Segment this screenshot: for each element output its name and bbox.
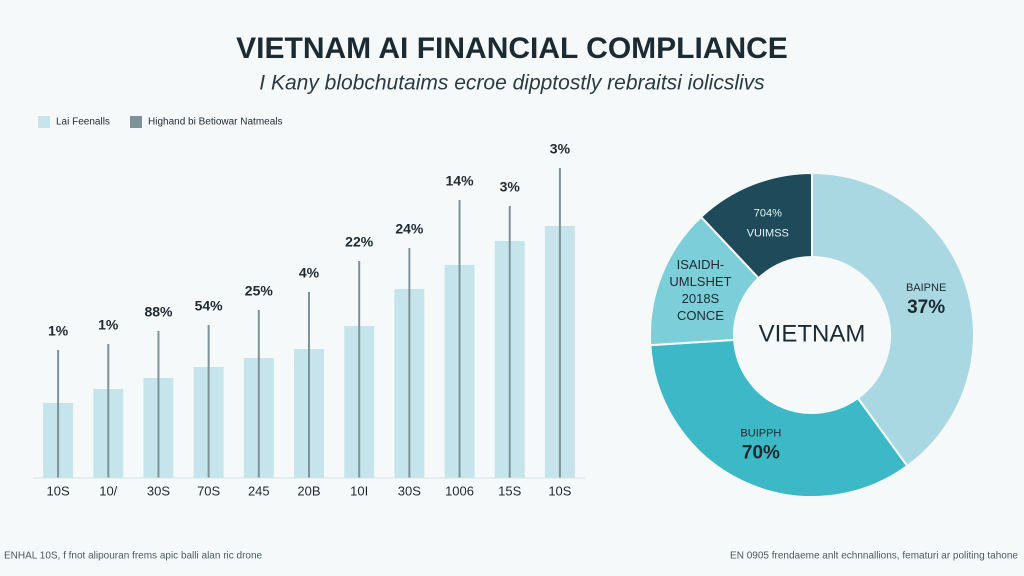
x-tick-label: 30S <box>147 483 170 498</box>
slice-label: 37% <box>907 297 945 318</box>
legend-swatch <box>38 116 50 128</box>
footer-left: ENHAL 10S, f fnot alipouran frems apic b… <box>4 551 263 562</box>
slice-label: UMLSHET <box>669 274 731 289</box>
bar-line <box>458 200 461 478</box>
bar-annotation: 54% <box>195 298 224 314</box>
bar-annotation: 3% <box>500 179 521 195</box>
bar-annotation: 1% <box>98 317 119 333</box>
slice-label: 2018S <box>682 291 720 306</box>
slice-label: VUIMSS <box>747 227 789 239</box>
slice-label: BUIPPH <box>740 427 781 439</box>
bar-annotation: 3% <box>550 141 571 157</box>
slice-label: CONCE <box>677 308 724 323</box>
x-tick-label: 15S <box>498 483 521 498</box>
legend-swatch <box>130 116 142 128</box>
donut-slice <box>699 171 813 280</box>
slice-label: ISAIDH- <box>677 257 725 272</box>
bar-annotation: 1% <box>48 323 69 339</box>
slice-label: 70% <box>742 443 780 464</box>
x-tick-label: 30S <box>398 483 421 498</box>
slice-label: 704% <box>754 207 782 219</box>
footer-right: EN 0905 frendaeme anlt echnnallions, fem… <box>730 551 1018 562</box>
bar-annotation: 88% <box>144 304 173 320</box>
x-tick-label: 10/ <box>99 483 117 498</box>
bar-line <box>558 168 561 478</box>
bar-annotation: 14% <box>446 173 475 189</box>
title: VIETNAM AI FINANCIAL COMPLIANCE <box>236 32 788 65</box>
legend-label: Lai Feenalls <box>56 117 110 128</box>
donut-slice <box>649 338 909 498</box>
bar-annotation: 22% <box>345 234 374 250</box>
x-tick-label: 10I <box>350 483 368 498</box>
bar-line <box>308 292 310 478</box>
x-tick-label: 20B <box>297 483 320 498</box>
bar-line <box>107 344 110 478</box>
slice-label: BAIPNE <box>906 282 946 294</box>
bar-annotation: 24% <box>395 221 424 237</box>
x-tick-label: 70S <box>197 483 220 498</box>
x-tick-label: 10S <box>47 483 70 498</box>
bar-line <box>157 331 160 478</box>
legend-label: Highand bi Betiowar Natmeals <box>148 117 283 128</box>
x-tick-label: 245 <box>248 483 270 498</box>
donut-slice <box>811 171 975 468</box>
x-tick-label: 1006 <box>445 483 474 498</box>
bar-line <box>57 350 60 478</box>
subtitle: I Kany blobchutaims ecroe dipptostly reb… <box>259 72 765 95</box>
bar-annotation: 25% <box>245 283 274 299</box>
bar-line <box>508 206 511 478</box>
bar-line <box>257 310 260 478</box>
x-tick-label: 10S <box>548 483 571 498</box>
donut-center-label: VIETNAM <box>759 320 866 347</box>
bar-line <box>408 248 411 478</box>
bar-line <box>358 261 361 478</box>
bar-annotation: 4% <box>299 265 320 281</box>
bar-line <box>207 325 210 478</box>
